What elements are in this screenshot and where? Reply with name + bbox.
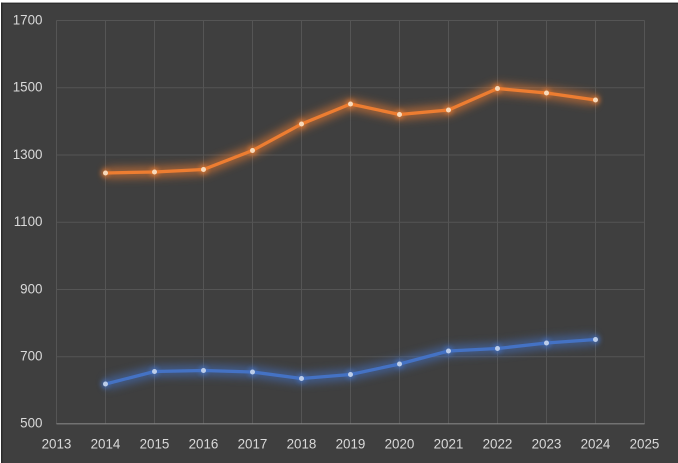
svg-text:500: 500 (20, 416, 42, 431)
svg-text:2013: 2013 (42, 436, 72, 451)
svg-text:1700: 1700 (13, 12, 43, 27)
svg-text:700: 700 (20, 349, 42, 364)
svg-text:2025: 2025 (630, 436, 660, 451)
svg-text:1100: 1100 (14, 214, 43, 229)
svg-text:2020: 2020 (385, 436, 415, 451)
svg-text:2023: 2023 (532, 436, 562, 451)
svg-text:1300: 1300 (13, 147, 43, 162)
svg-text:900: 900 (20, 281, 42, 296)
svg-text:2014: 2014 (91, 436, 121, 451)
svg-text:2024: 2024 (581, 436, 611, 451)
svg-text:2016: 2016 (189, 436, 219, 451)
svg-text:2022: 2022 (483, 436, 513, 451)
svg-text:2018: 2018 (287, 436, 317, 451)
svg-text:2017: 2017 (238, 436, 268, 451)
svg-text:2019: 2019 (336, 436, 366, 451)
svg-text:2015: 2015 (140, 436, 170, 451)
svg-text:2021: 2021 (434, 436, 464, 451)
svg-text:1500: 1500 (13, 80, 43, 95)
